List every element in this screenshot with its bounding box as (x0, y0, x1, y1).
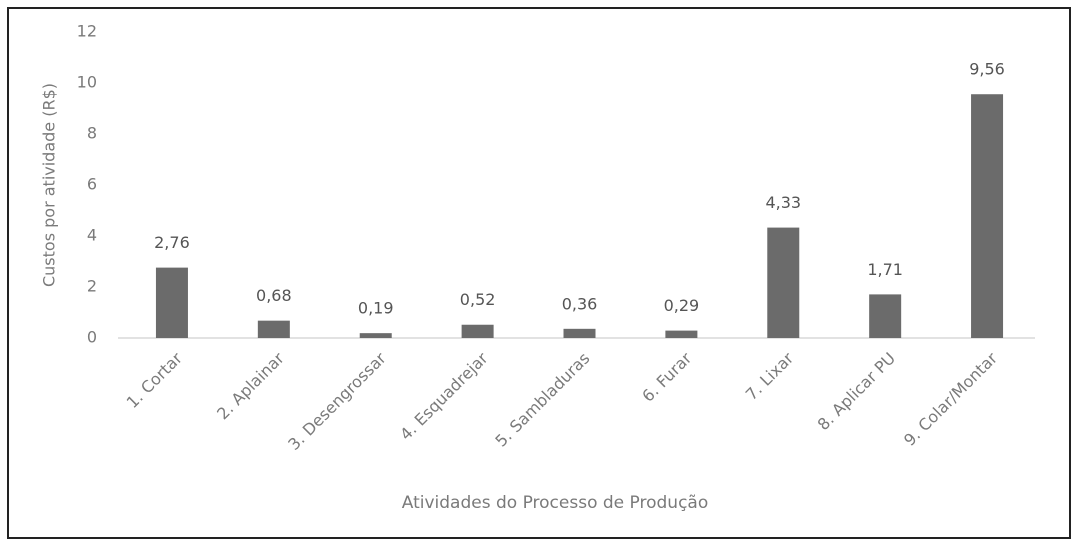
y-tick-label: 0 (87, 328, 97, 347)
data-label: 0,19 (358, 299, 394, 318)
data-label: 4,33 (765, 193, 801, 212)
y-tick-label: 4 (87, 226, 97, 245)
data-label: 0,52 (460, 290, 496, 309)
y-tick-label: 2 (87, 277, 97, 296)
bar (971, 94, 1004, 338)
bar (155, 267, 188, 338)
y-tick-label: 6 (87, 175, 97, 194)
bar (665, 330, 698, 338)
bar (563, 328, 596, 338)
data-label: 0,68 (256, 286, 292, 305)
data-label: 0,29 (664, 296, 700, 315)
y-tick-label: 10 (77, 73, 97, 92)
bar (767, 227, 800, 338)
bar (257, 320, 290, 338)
x-axis-label: Atividades do Processo de Produção (402, 493, 708, 513)
y-tick-label: 12 (77, 22, 97, 41)
y-axis-label: Custos por atividade (R$) (40, 83, 59, 287)
bar (869, 294, 902, 338)
bar (359, 333, 392, 338)
y-tick-label: 8 (87, 124, 97, 143)
data-label: 1,71 (867, 260, 903, 279)
data-label: 0,36 (562, 294, 598, 313)
bar (461, 324, 494, 338)
data-label: 9,56 (969, 60, 1005, 79)
data-label: 2,76 (154, 233, 190, 252)
